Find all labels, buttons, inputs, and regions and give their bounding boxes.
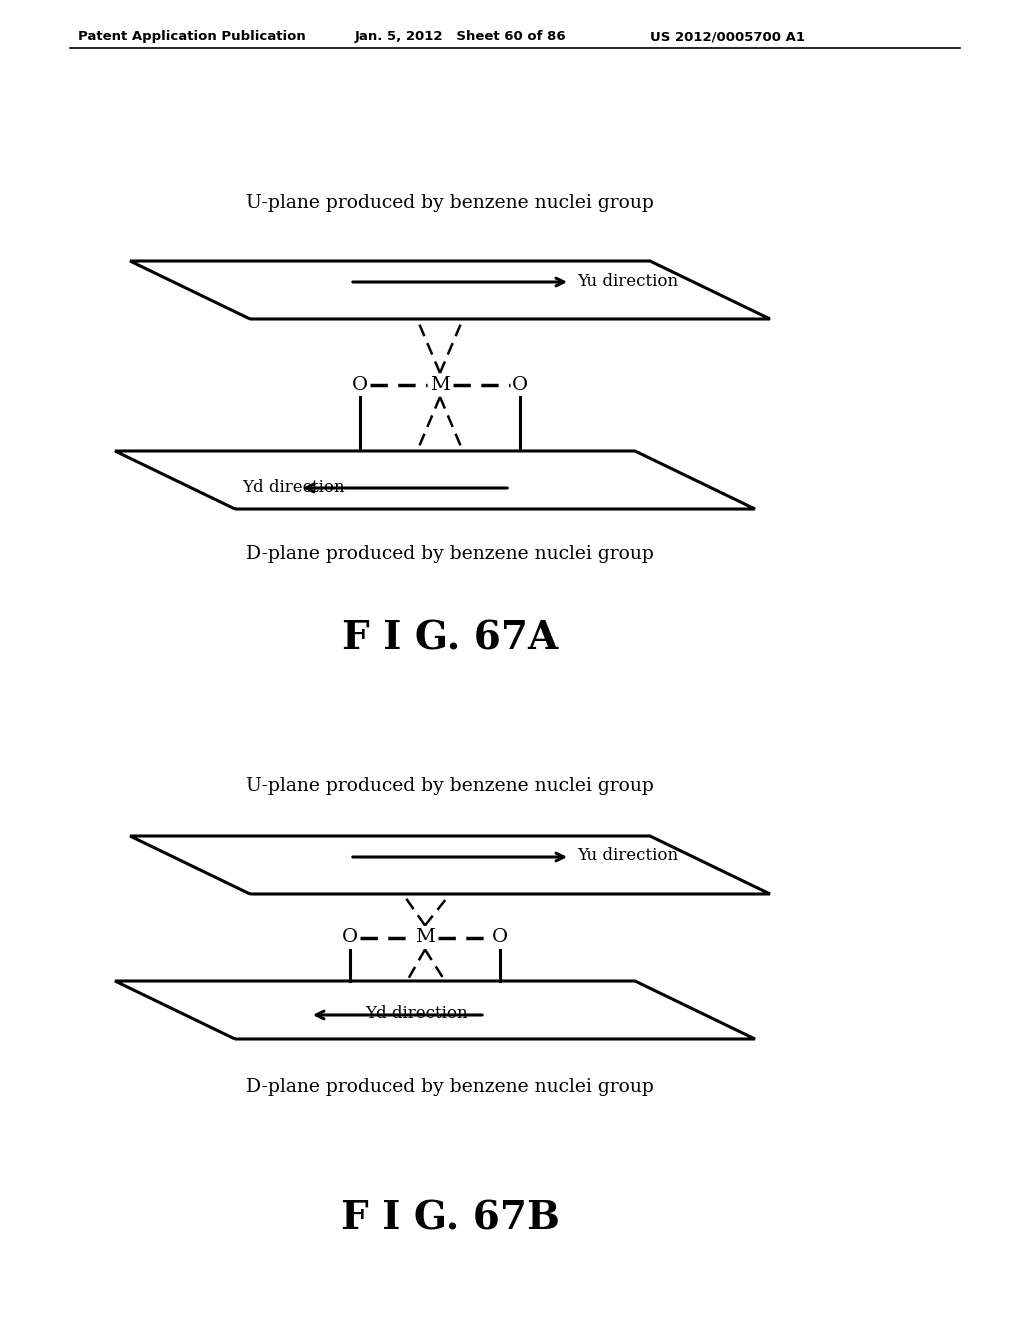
Text: O: O bbox=[342, 928, 358, 946]
Text: Yd direction: Yd direction bbox=[365, 1006, 468, 1023]
Text: Yu direction: Yu direction bbox=[577, 272, 678, 289]
Text: M: M bbox=[430, 376, 450, 393]
Text: Yd direction: Yd direction bbox=[243, 479, 345, 495]
Text: F I G. 67B: F I G. 67B bbox=[341, 1200, 559, 1238]
Text: O: O bbox=[512, 376, 528, 393]
Text: Yu direction: Yu direction bbox=[577, 847, 678, 865]
Text: US 2012/0005700 A1: US 2012/0005700 A1 bbox=[650, 30, 805, 44]
Text: Patent Application Publication: Patent Application Publication bbox=[78, 30, 306, 44]
Text: D-plane produced by benzene nuclei group: D-plane produced by benzene nuclei group bbox=[246, 1078, 654, 1096]
Text: M: M bbox=[415, 928, 435, 946]
Text: O: O bbox=[352, 376, 368, 393]
Text: D-plane produced by benzene nuclei group: D-plane produced by benzene nuclei group bbox=[246, 545, 654, 564]
Text: U-plane produced by benzene nuclei group: U-plane produced by benzene nuclei group bbox=[246, 777, 654, 795]
Text: Jan. 5, 2012   Sheet 60 of 86: Jan. 5, 2012 Sheet 60 of 86 bbox=[355, 30, 566, 44]
Text: U-plane produced by benzene nuclei group: U-plane produced by benzene nuclei group bbox=[246, 194, 654, 213]
Text: F I G. 67A: F I G. 67A bbox=[342, 620, 558, 657]
Text: O: O bbox=[492, 928, 508, 946]
